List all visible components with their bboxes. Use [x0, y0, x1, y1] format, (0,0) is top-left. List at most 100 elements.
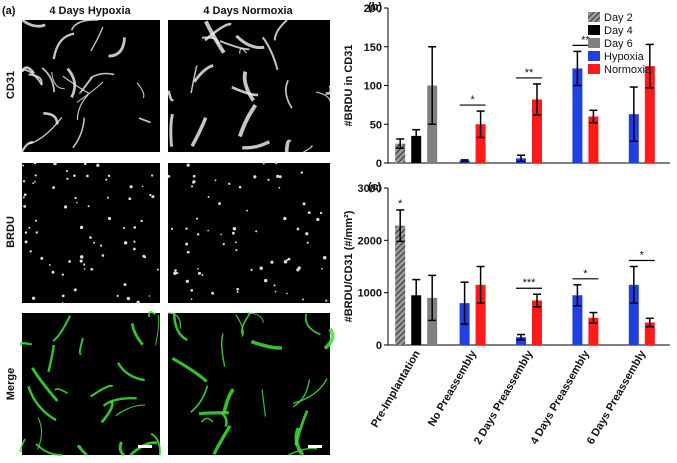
vessel: [78, 337, 84, 355]
bar: [411, 295, 422, 345]
legend-swatch: [588, 12, 600, 22]
row-label: CD31: [5, 71, 17, 99]
nucleus: [302, 202, 306, 206]
nucleus: [321, 267, 323, 270]
nucleus: [61, 294, 65, 298]
nucleus: [195, 217, 199, 220]
micrograph: [22, 163, 160, 303]
nucleus: [185, 242, 189, 246]
nucleus: [267, 178, 270, 181]
nucleus: [150, 174, 154, 177]
vessel: [242, 140, 271, 150]
micrograph: [168, 163, 330, 303]
vessel: [240, 312, 251, 336]
nucleus: [24, 231, 28, 234]
nucleus: [253, 175, 257, 179]
nucleus: [116, 294, 119, 298]
vessel: [155, 315, 160, 346]
nucleus: [222, 243, 225, 246]
nucleus: [190, 298, 193, 301]
nucleus: [73, 288, 77, 292]
nucleus: [34, 180, 36, 183]
vessel: [20, 66, 35, 75]
vessel: [262, 36, 279, 70]
vessel: [171, 356, 208, 383]
nucleus: [74, 196, 77, 200]
vessel: [52, 315, 72, 342]
nucleus: [197, 271, 201, 275]
vessel: [54, 388, 68, 394]
vessel: [31, 367, 59, 402]
nucleus: [24, 240, 28, 244]
nucleus: [207, 229, 210, 232]
vessel: [167, 90, 175, 102]
nucleus: [190, 185, 194, 188]
vessel: [41, 67, 55, 93]
bar: [532, 300, 542, 345]
x-tick-label: 2 Days Preassembly: [472, 348, 536, 447]
nucleus: [142, 254, 146, 258]
nucleus: [86, 174, 89, 178]
vessel: [220, 333, 226, 367]
vessel: [222, 388, 235, 413]
bar: [516, 337, 526, 345]
nucleus: [236, 290, 239, 293]
nucleus: [148, 295, 151, 297]
nucleus: [236, 287, 240, 291]
bar: [572, 68, 583, 163]
nucleus: [129, 185, 133, 189]
nucleus: [48, 264, 51, 266]
nucleus: [296, 227, 300, 231]
column-label: 4 Days Hypoxia: [49, 5, 131, 17]
vessel: [19, 438, 26, 453]
nucleus: [76, 201, 78, 204]
nucleus: [68, 260, 72, 263]
bar: [588, 116, 599, 163]
vessel: [316, 91, 331, 102]
vessel: [100, 399, 114, 424]
y-tick-label: 100: [364, 81, 382, 93]
nucleus: [128, 197, 132, 201]
nucleus: [66, 177, 69, 180]
vessel: [76, 81, 104, 103]
nucleus: [286, 292, 288, 295]
vessel: [115, 404, 145, 417]
vessel: [51, 71, 65, 90]
y-tick-label: 50: [370, 119, 382, 131]
nucleus: [34, 174, 37, 177]
bar: [395, 143, 406, 163]
y-tick-label: 2000: [358, 235, 382, 247]
bar: [427, 297, 438, 345]
vessel: [43, 112, 59, 125]
row-label: Merge: [5, 368, 17, 400]
significance: **: [525, 67, 534, 79]
nucleus: [65, 169, 68, 173]
nucleus: [126, 296, 131, 301]
vessel: [235, 34, 265, 50]
nucleus: [231, 231, 235, 235]
vessel: [261, 389, 267, 417]
nucleus: [52, 186, 56, 190]
vessel: [242, 71, 255, 102]
vessel: [323, 327, 335, 350]
y-axis-label: #BRDU/CD31 (#/mm²): [343, 210, 355, 322]
nucleus: [136, 300, 140, 304]
bar: [572, 295, 583, 345]
nucleus: [263, 278, 268, 283]
legend-swatch: [588, 64, 600, 74]
vessel: [150, 432, 162, 456]
legend-swatch: [588, 25, 600, 35]
vessel: [21, 141, 34, 153]
vessel: [90, 72, 115, 79]
panel-label: (b): [368, 1, 382, 13]
nucleus: [192, 181, 195, 184]
bar: [628, 284, 639, 345]
nucleus: [107, 216, 112, 221]
nucleus: [278, 175, 282, 179]
y-tick-label: 3000: [358, 183, 382, 195]
row-label: BRDU: [5, 216, 17, 248]
nucleus: [79, 259, 83, 263]
vessel: [190, 385, 209, 413]
nucleus: [296, 268, 300, 272]
micrograph: [168, 20, 330, 152]
